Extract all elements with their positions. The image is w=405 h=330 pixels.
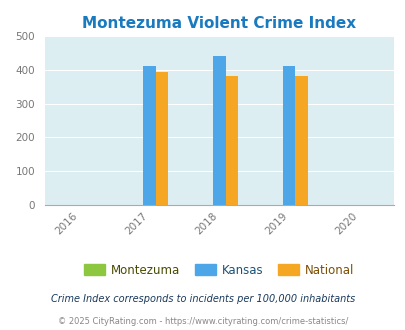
Text: © 2025 CityRating.com - https://www.cityrating.com/crime-statistics/: © 2025 CityRating.com - https://www.city… (58, 317, 347, 326)
Title: Montezuma Violent Crime Index: Montezuma Violent Crime Index (82, 16, 356, 31)
Bar (282, 66, 294, 205)
Bar (225, 76, 237, 205)
Bar (143, 66, 155, 205)
Text: Crime Index corresponds to incidents per 100,000 inhabitants: Crime Index corresponds to incidents per… (51, 294, 354, 304)
Bar (213, 56, 225, 205)
Bar (294, 76, 307, 205)
Legend: Montezuma, Kansas, National: Montezuma, Kansas, National (78, 258, 359, 282)
Bar (155, 72, 168, 205)
